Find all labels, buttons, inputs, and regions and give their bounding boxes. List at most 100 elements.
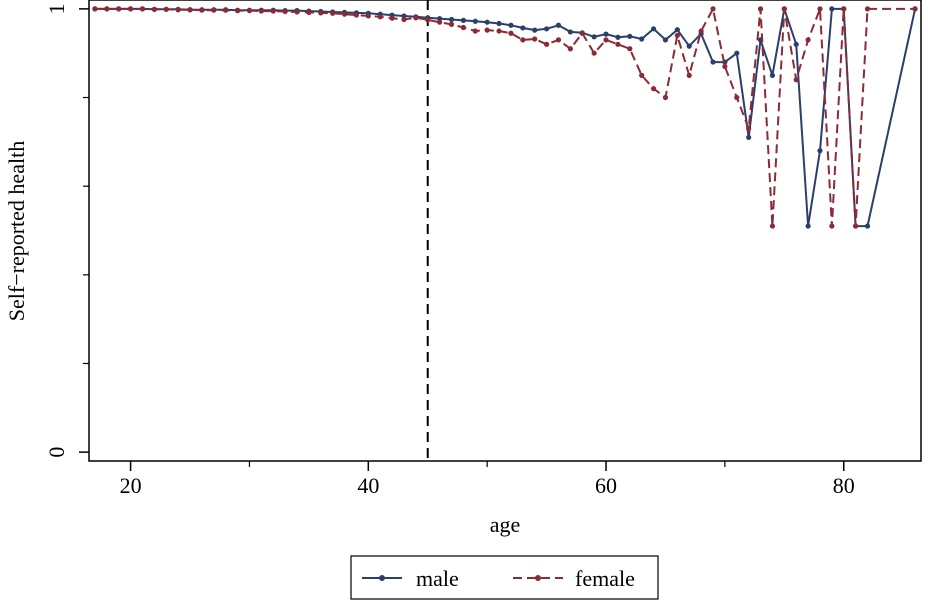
legend: male female [350, 555, 659, 600]
data-point-male [805, 223, 811, 229]
data-point-female [211, 7, 217, 13]
data-point-female [555, 37, 562, 43]
series-female [92, 6, 918, 229]
data-point-female [579, 30, 585, 36]
data-point-female [437, 19, 443, 25]
x-axis: 20 40 60 80 [120, 461, 855, 498]
data-point-female [306, 9, 312, 16]
data-point-male [472, 18, 478, 24]
data-point-male [662, 37, 669, 43]
data-point-female [639, 72, 645, 78]
x-axis-title: age [490, 512, 521, 537]
data-point-male [817, 148, 823, 154]
data-point-male [650, 26, 657, 32]
y-axis-title: Self−reported health [4, 141, 29, 321]
data-point-female [769, 223, 776, 229]
data-point-male [496, 20, 502, 27]
data-point-male [603, 31, 609, 37]
data-point-female [270, 8, 276, 14]
data-point-female [484, 27, 490, 33]
legend-male-marker [379, 575, 385, 581]
data-point-female [413, 15, 419, 21]
data-point-male [710, 59, 716, 65]
data-point-male [686, 43, 692, 49]
data-point-female [603, 37, 609, 43]
y-axis: 01 [44, 3, 89, 458]
plot-frame [88, 0, 922, 462]
data-point-male [615, 34, 621, 40]
data-point-female [544, 41, 550, 47]
data-point-female [757, 6, 764, 12]
data-point-female [282, 8, 288, 15]
data-point-male [448, 16, 455, 23]
data-point-female [650, 86, 657, 92]
y-tick-label-0: 0 [44, 447, 69, 458]
data-point-male [639, 36, 645, 42]
series-layer [92, 6, 918, 229]
data-point-female [389, 15, 395, 21]
data-point-female [377, 14, 383, 20]
data-point-female [496, 28, 502, 34]
data-point-female [853, 223, 859, 229]
data-point-female [472, 28, 478, 34]
x-tick-label-20: 20 [120, 473, 142, 498]
data-point-male [627, 33, 633, 39]
data-point-male [508, 22, 514, 28]
data-point-male [591, 34, 597, 40]
legend-female-label: female [575, 566, 635, 591]
data-point-male [544, 26, 550, 32]
data-point-female [175, 7, 181, 13]
data-point-female [448, 21, 455, 27]
data-point-female [104, 6, 110, 12]
data-point-female [460, 24, 466, 31]
data-point-female [686, 72, 692, 78]
data-point-female [294, 9, 300, 15]
data-point-female [318, 10, 324, 16]
y-tick-label-1: 1 [44, 3, 69, 14]
data-point-female [92, 6, 98, 12]
data-point-female [187, 7, 193, 13]
data-point-female [698, 28, 704, 34]
data-point-female [330, 10, 336, 16]
data-point-male [734, 50, 740, 56]
legend-box [350, 555, 659, 600]
data-point-male [484, 19, 490, 25]
x-tick-label-60: 60 [595, 473, 617, 498]
x-tick-label-40: 40 [357, 473, 379, 498]
x-tick-label-80: 80 [833, 473, 855, 498]
data-point-female [567, 46, 573, 52]
data-point-female [223, 7, 229, 13]
data-point-female [722, 63, 728, 70]
data-point-male [769, 72, 776, 78]
data-point-female [710, 6, 716, 12]
data-point-male [460, 17, 466, 23]
data-point-female [520, 37, 526, 43]
data-point-female [341, 11, 348, 17]
data-point-female [258, 8, 264, 14]
data-point-female [532, 36, 538, 42]
data-point-male [555, 22, 562, 28]
data-point-female [805, 37, 811, 43]
data-point-female [139, 6, 146, 12]
data-point-female [734, 94, 740, 101]
data-point-male [864, 223, 871, 229]
data-point-female [793, 77, 799, 83]
data-point-female [841, 6, 847, 12]
data-point-female [353, 12, 360, 18]
data-point-female [365, 13, 371, 19]
data-point-female [234, 8, 241, 14]
data-point-female [781, 6, 787, 12]
data-point-female [151, 6, 157, 12]
data-point-female [116, 6, 122, 12]
data-point-female [627, 46, 633, 52]
data-point-female [662, 94, 669, 101]
data-point-female [591, 50, 597, 56]
data-point-female [615, 41, 621, 47]
data-point-female [829, 223, 835, 229]
data-point-female [508, 30, 514, 36]
data-point-female [163, 6, 169, 12]
data-point-female [864, 6, 871, 12]
data-point-female [912, 6, 918, 12]
data-point-male [567, 29, 573, 35]
